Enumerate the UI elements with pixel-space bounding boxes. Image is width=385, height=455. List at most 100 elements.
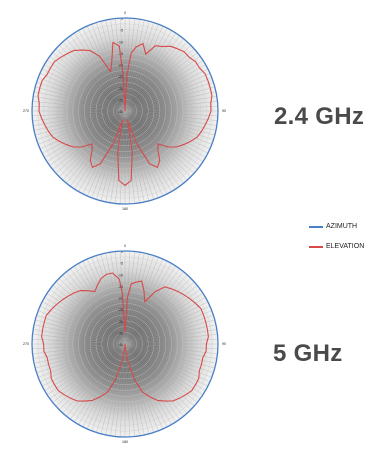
grid-spoke [124,19,140,112]
grid-spoke [38,77,126,112]
grid-spoke [35,110,126,136]
grid-spoke [55,48,126,112]
series-line-azimuth [31,17,219,205]
grid-spoke [55,110,126,174]
grid-spoke [124,271,184,345]
grid-spoke [38,310,126,345]
grid-spoke [46,343,126,395]
grid-spoke [124,18,135,112]
grid-spoke [124,343,216,364]
grid-spoke [74,265,126,345]
legend-item-azimuth: AZIMUTH [309,222,364,231]
grid-spoke [91,110,126,198]
legend-label-azimuth: AZIMUTH [326,223,358,230]
grid-spoke [124,24,159,112]
grid-spoke [49,343,126,399]
grid-spoke [124,251,135,345]
grid-spoke [124,319,215,345]
grid-spoke [124,343,131,437]
grid-spoke [38,343,126,378]
grid-spoke [33,329,126,345]
grid-spoke [100,343,126,434]
chart-title-2.4ghz: 2.4 GHz [274,103,365,130]
grid-spoke [74,110,126,190]
radial-tick-label: -10 [118,273,123,277]
grid-spoke [66,343,126,417]
grid-spoke [119,343,126,437]
grid-spoke [42,68,126,112]
grid-spoke [124,110,150,201]
grid-spoke [52,343,126,403]
grid-spoke [115,110,126,204]
grid-spoke [124,306,211,345]
grid-spoke [32,334,126,345]
grid-spoke [124,110,184,184]
grid-spoke [124,101,218,112]
grid-spoke [124,110,218,117]
grid-spoke [59,278,126,345]
radial-tick-label: -35 [118,98,123,102]
grid-spoke [124,310,212,345]
polar-chart-svg: 0 -5 -10 -15 -20 -25 -30 -35 -40 0 90 180 270 [23,244,226,444]
grid-spoke [32,110,126,117]
grid-spoke [124,110,176,190]
grid-spoke [49,289,126,345]
grid-spoke [124,343,150,434]
grid-spoke [124,293,204,345]
radial-tick-label: -40 [118,343,123,347]
grid-spoke [124,110,198,170]
grid-spoke [100,110,126,201]
grid-spoke [100,254,126,345]
legend-item-elevation: ELEVATION [309,242,364,251]
grid-spoke [124,82,214,112]
legend-swatch-elevation [309,245,323,248]
grid-spoke [78,110,126,192]
radial-tick-label: -5 [120,29,123,33]
grid-spoke [66,271,126,345]
grid-spoke [124,343,206,391]
grid-spoke [39,110,126,149]
grid-spoke [62,110,126,181]
grid-spoke [124,343,214,373]
grid-spoke [124,110,208,154]
grid-spoke [124,263,172,345]
grid-spoke [124,110,216,131]
grid-spoke [124,64,206,112]
series-line-elevation [41,272,209,402]
grid-spoke [124,281,195,345]
grid-spoke [36,82,126,112]
grid-spoke [124,110,172,192]
grid-spoke [36,343,126,373]
grid-spoke [124,343,215,369]
radial-tick-label: -15 [118,285,123,289]
grid-spoke [124,110,201,166]
grid-spoke [78,263,126,345]
grid-spoke [124,343,217,359]
grid-spoke [124,265,176,345]
grid-spoke [87,343,126,430]
grid-spoke [115,251,126,345]
grid-spoke [78,343,126,425]
grid-spoke [49,56,126,112]
grid-spoke [66,110,126,184]
grid-spoke [35,86,126,112]
grid-spoke [62,343,126,414]
grid-spoke [124,110,211,149]
grid-spoke [124,254,150,345]
angle-label: 90 [222,109,226,113]
grid-spoke [39,343,126,382]
radial-tick-label: -30 [118,320,123,324]
radial-tick-label: -25 [118,308,123,312]
grid-spoke [70,35,126,112]
grid-spoke [33,96,126,112]
grid-spoke [124,91,216,112]
legend-swatch-azimuth [309,225,323,228]
radial-tick-label: -40 [118,110,123,114]
grid-spoke [34,110,126,131]
grid-spoke [105,343,126,435]
grid-spoke [124,324,216,345]
grid-spoke [124,297,206,345]
grid-spoke [124,110,206,158]
angle-label: 180 [122,207,128,211]
grid-spoke [91,257,126,345]
